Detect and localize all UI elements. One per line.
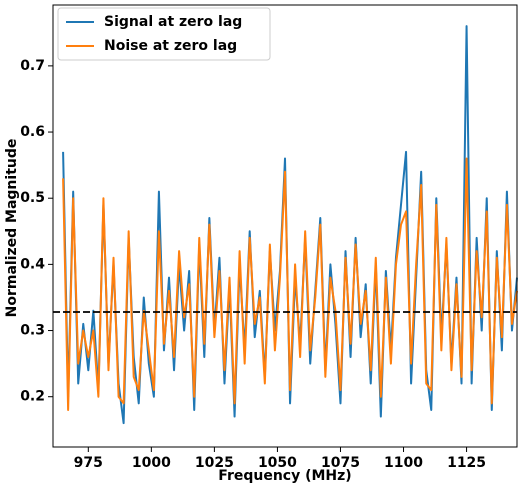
x-tick-label: 1100 <box>384 455 423 471</box>
x-tick-label: 1050 <box>258 455 297 471</box>
x-tick-label: 1025 <box>195 455 234 471</box>
y-axis-label: Normalized Magnitude <box>4 139 20 318</box>
y-tick-label: 0.5 <box>20 190 45 206</box>
series-line <box>62 157 518 411</box>
y-tick-label: 0.6 <box>20 124 45 140</box>
legend-label: Noise at zero lag <box>104 38 237 54</box>
x-tick-label: 975 <box>74 455 103 471</box>
x-tick-label: 1125 <box>447 455 486 471</box>
y-tick-label: 0.2 <box>20 389 45 405</box>
legend-box <box>57 7 271 61</box>
x-tick-label: 1075 <box>321 455 360 471</box>
x-tick-label: 1000 <box>132 455 171 471</box>
y-tick-label: 0.3 <box>20 323 45 339</box>
y-tick-label: 0.7 <box>20 58 45 74</box>
x-axis-label: Frequency (MHz) <box>218 468 351 484</box>
y-tick-label: 0.4 <box>20 256 45 272</box>
plot-frame <box>52 4 518 448</box>
legend-label: Signal at zero lag <box>104 14 242 30</box>
